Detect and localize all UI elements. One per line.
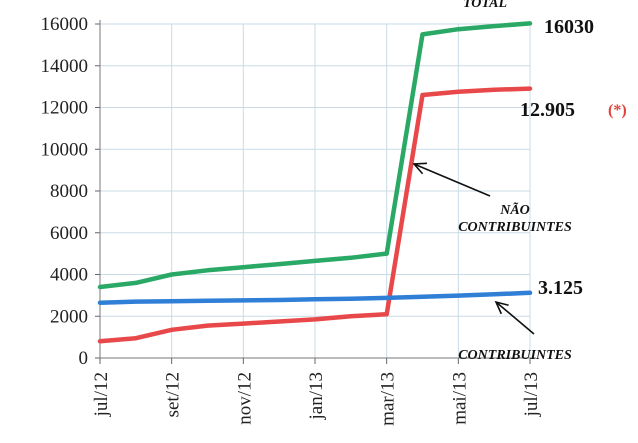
end-label-total: 16030 xyxy=(544,16,594,38)
annotation-arrow-contribuintes xyxy=(495,301,535,335)
y-tick-label-2000: 2000 xyxy=(50,306,88,327)
x-tick-label-nov-12: nov/12 xyxy=(234,372,255,425)
annotation-arrowhead-contribuintes xyxy=(494,300,509,315)
y-tick-label-8000: 8000 xyxy=(50,181,88,202)
y-tick-label-14000: 14000 xyxy=(41,56,89,77)
y-tick-label-6000: 6000 xyxy=(50,223,88,244)
series-line-total xyxy=(97,21,533,290)
annotation-line: CONTRIBUINTES xyxy=(458,220,572,235)
annotation-arrowhead-nao-contribuintes xyxy=(412,162,428,175)
y-tick-label-16000: 16000 xyxy=(41,14,89,35)
x-tick-label-mai-13: mai/13 xyxy=(449,372,470,425)
x-tick-label-jul-12: jul/12 xyxy=(91,372,112,417)
x-tick-label-jul-13: jul/13 xyxy=(521,372,542,417)
end-label-contribuintes: 3.125 xyxy=(538,277,583,299)
y-tick-label-0: 0 xyxy=(79,348,89,369)
y-tick-label-12000: 12000 xyxy=(41,98,89,119)
y-tick-label-10000: 10000 xyxy=(41,139,89,160)
annotation-total: TOTAL xyxy=(463,0,507,11)
x-tick-label-set-12: set/12 xyxy=(163,372,184,417)
footnote-marker: (*) xyxy=(608,102,627,119)
end-label-nao-contribuintes: 12.905 xyxy=(520,99,575,121)
series-line-contribuintes xyxy=(97,290,533,305)
x-tick-label-mar-13: mar/13 xyxy=(378,372,399,426)
annotation-arrow-nao-contribuintes xyxy=(413,163,491,197)
annotation-line: TOTAL xyxy=(463,0,507,11)
annotation-line: CONTRIBUINTES xyxy=(458,348,572,363)
x-tick-label-jan-13: jan/13 xyxy=(306,372,327,421)
annotation-contribuintes: CONTRIBUINTES xyxy=(458,348,572,363)
annotation-nao-contribuintes: NÃO CONTRIBUINTES xyxy=(458,200,572,235)
y-tick-label-4000: 4000 xyxy=(50,265,88,286)
series-line-nao-contribuintes xyxy=(97,86,533,344)
annotation-line: NÃO xyxy=(499,200,530,218)
